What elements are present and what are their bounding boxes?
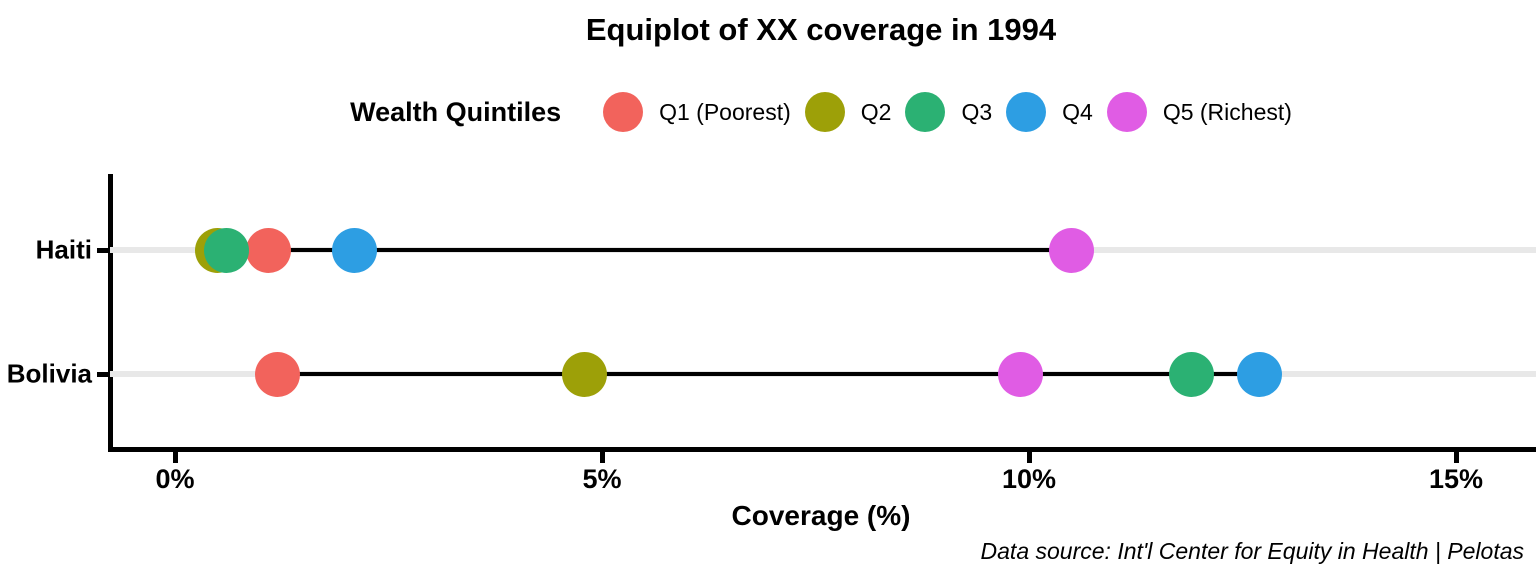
dot-haiti-q4 [331, 227, 377, 273]
y-tick-haiti [97, 247, 110, 253]
legend-item-q1-poorest: Q1 (Poorest) [603, 92, 791, 132]
legend-item-q5-richest: Q5 (Richest) [1106, 92, 1292, 132]
dot-haiti-q5-richest [1049, 227, 1095, 273]
legend-label-q2: Q2 [860, 98, 892, 125]
x-tick-15 [1453, 452, 1459, 463]
x-tick-5 [599, 452, 605, 463]
legend-items: Q1 (Poorest) Q2 Q3 Q4 Q5 (Richest) [589, 92, 1292, 132]
chart-title: Equiplot of XX coverage in 1994 [585, 12, 1057, 47]
legend-label-q4: Q4 [1062, 98, 1093, 125]
legend-title: Wealth Quintiles [350, 96, 562, 127]
legend-swatch-q5-richest [1106, 92, 1147, 132]
dot-haiti-q1-poorest [246, 227, 292, 273]
x-tick-label-15: 15% [1428, 464, 1484, 494]
dot-bolivia-q1-poorest [254, 351, 300, 397]
data-source-note: Data source: Int'l Center for Equity in … [980, 538, 1524, 564]
x-tick-label-5: 5% [582, 464, 622, 494]
dot-bolivia-q2 [562, 351, 608, 397]
legend-label-q5-richest: Q5 (Richest) [1162, 98, 1292, 125]
dot-bolivia-q5-richest [997, 351, 1043, 397]
dot-haiti-q3 [203, 227, 249, 273]
legend-label-q3: Q3 [961, 98, 993, 125]
x-tick-label-10: 10% [1001, 464, 1057, 494]
x-tick-10 [1026, 452, 1032, 463]
x-tick-0 [172, 452, 178, 463]
minmax-connector-bolivia [277, 372, 1260, 376]
dot-bolivia-q4 [1237, 351, 1283, 397]
y-tick-bolivia [97, 371, 110, 377]
legend-swatch-q2 [804, 92, 845, 132]
y-axis-label-bolivia: Bolivia [6, 358, 92, 389]
legend-swatch-q4 [1006, 92, 1047, 132]
legend-swatch-q3 [905, 92, 946, 132]
x-axis-title: Coverage (%) [731, 500, 911, 531]
legend: Wealth Quintiles Q1 (Poorest) Q2 Q3 Q4 Q5 (R… [110, 90, 1532, 134]
legend-item-q4: Q4 [1006, 92, 1093, 132]
x-axis-line [108, 447, 1536, 452]
dot-bolivia-q3 [1168, 351, 1214, 397]
legend-swatch-q1-poorest [603, 92, 644, 132]
legend-label-q1-poorest: Q1 (Poorest) [659, 98, 791, 125]
y-axis-label-haiti: Haiti [35, 234, 92, 265]
minmax-connector-haiti [217, 248, 1072, 252]
legend-item-q2: Q2 [804, 92, 892, 132]
y-axis-line [108, 174, 113, 452]
legend-item-q3: Q3 [905, 92, 992, 132]
x-tick-label-0: 0% [155, 464, 195, 494]
